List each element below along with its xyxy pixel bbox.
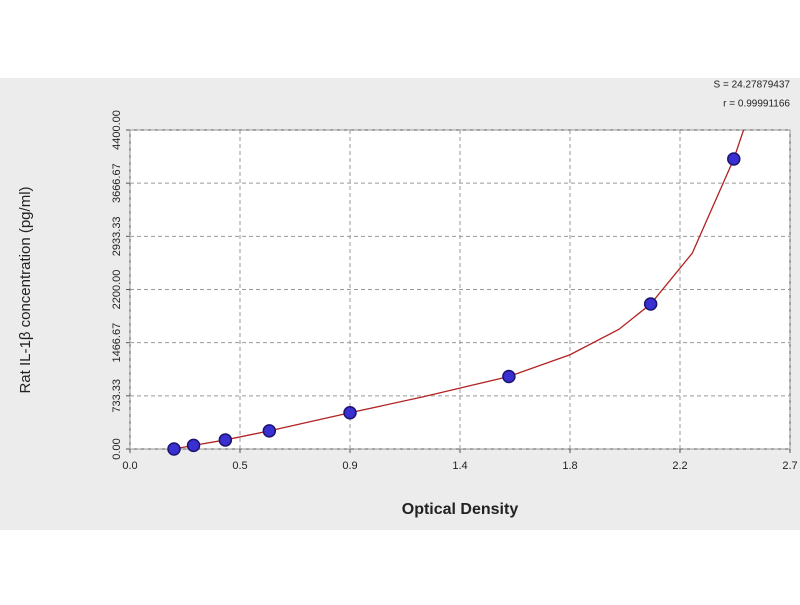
y-tick-label: 3666.67 [111,163,123,203]
data-point [502,369,516,384]
x-tick-label: 0.5 [232,460,247,472]
x-tick-label: 1.8 [562,460,577,472]
y-tick-label: 4400.00 [111,110,123,150]
x-tick-label: 2.7 [782,460,797,472]
y-tick-label: 733.33 [111,379,123,413]
data-point [186,438,201,453]
x-tick-label: 0.0 [122,460,137,472]
y-tick-label: 1466.67 [111,323,123,363]
y-tick-label: 0.00 [111,438,123,459]
data-point [643,297,658,311]
x-axis-label: Optical Density [402,501,519,518]
data-point [262,424,277,438]
y-tick-label: 2200.00 [111,270,123,310]
y-tick-label: 2933.33 [111,216,123,256]
annotation: r = 0.99991166 [723,99,790,110]
data-point [218,433,233,447]
y-axis-label: Rat IL-1β concentration (pg/ml) [17,186,34,393]
data-point [727,152,741,166]
x-tick-label: 2.2 [672,460,687,472]
data-point [167,442,181,456]
x-tick-label: 0.9 [342,460,357,472]
x-tick-label: 1.4 [452,460,467,472]
annotation: S = 24.27879437 [714,80,791,91]
data-point [343,406,357,420]
